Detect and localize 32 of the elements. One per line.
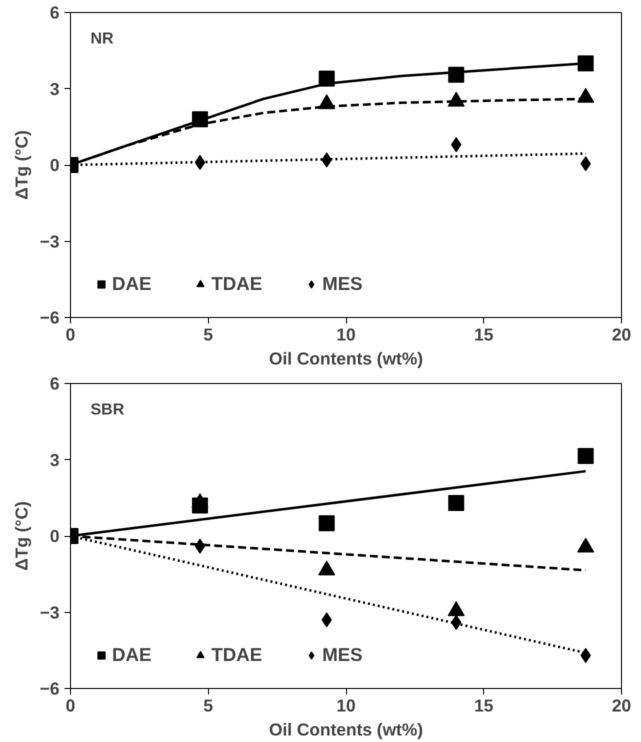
- y-tick-label: −6: [40, 308, 60, 328]
- x-tick-label: 10: [336, 324, 356, 344]
- legend-label: MES: [322, 273, 363, 295]
- y-tick-label: 6: [50, 374, 60, 394]
- x-tick-label: 20: [612, 696, 632, 716]
- x-tick-label: 20: [612, 324, 632, 344]
- y-tick-label: −6: [40, 678, 60, 698]
- y-tick-label: 0: [50, 155, 60, 175]
- x-tick-label: 5: [203, 324, 214, 344]
- y-tick-label: 0: [50, 526, 60, 546]
- legend-label: TDAE: [211, 644, 262, 666]
- y-tick-label: 3: [50, 78, 60, 99]
- x-axis-title: Oil Contents (wt%): [268, 720, 424, 740]
- x-tick-label: 15: [474, 324, 494, 344]
- y-tick-label: 3: [50, 450, 60, 470]
- y-tick-label: −3: [40, 602, 60, 622]
- y-axis-title: ΔTg (°C): [12, 501, 32, 571]
- legend-label: DAE: [112, 273, 152, 295]
- x-tick-label: 15: [474, 696, 494, 716]
- legend-label: MES: [322, 644, 363, 666]
- x-tick-label: 0: [66, 324, 76, 344]
- legend-label: TDAE: [211, 273, 262, 295]
- annotation: SBR: [90, 402, 125, 418]
- annotation: NR: [90, 30, 114, 48]
- x-tick-label: 5: [203, 696, 214, 716]
- x-tick-label: 10: [336, 696, 356, 716]
- x-tick-label: 0: [66, 696, 76, 716]
- y-tick-label: 6: [50, 2, 60, 22]
- y-tick-label: −3: [40, 231, 60, 252]
- legend-label: DAE: [112, 644, 152, 666]
- y-axis-title: ΔTg (°C): [12, 130, 32, 200]
- x-axis-title: Oil Contents (wt%): [268, 348, 424, 368]
